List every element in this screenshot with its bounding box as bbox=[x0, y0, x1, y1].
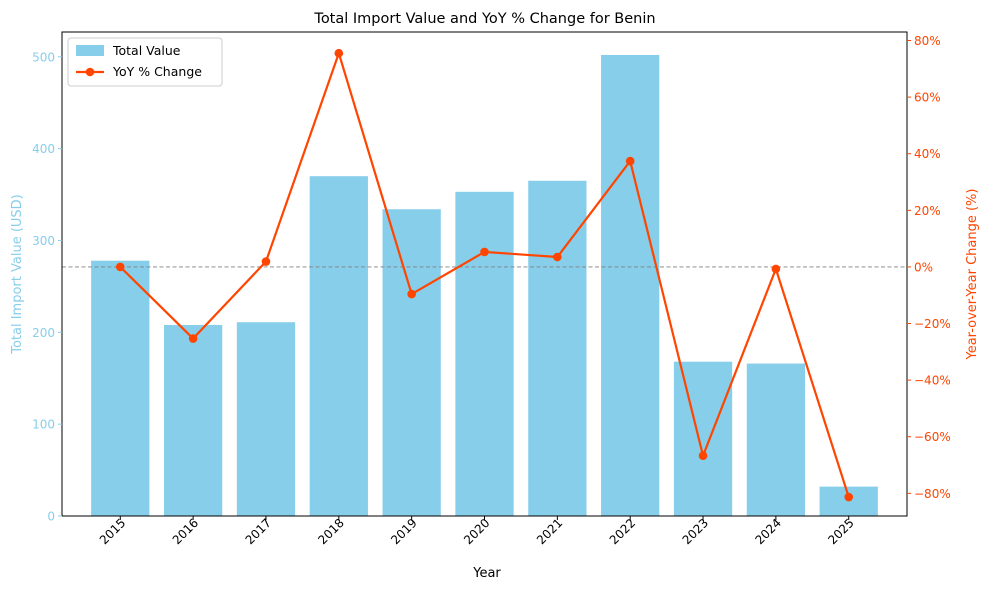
yoy-point-2018 bbox=[334, 48, 344, 58]
legend-label-yoy: YoY % Change bbox=[112, 64, 202, 79]
x-tick-label-2023: 2023 bbox=[680, 516, 711, 547]
bar-2024 bbox=[746, 363, 806, 516]
x-tick-label-2022: 2022 bbox=[607, 516, 638, 547]
x-tick-label-2019: 2019 bbox=[388, 516, 419, 547]
yoy-point-2019 bbox=[407, 289, 416, 299]
y-tick-label-500: 500 bbox=[32, 50, 55, 64]
x-tick-label-2020: 2020 bbox=[461, 516, 492, 547]
legend-label-total-value: Total Value bbox=[112, 43, 181, 58]
y2-tick-label-60: 60% bbox=[914, 91, 941, 105]
plot-area: 0 100 200 300 400 500 −80% −60% −40% −20% 0% 20% 40%… bbox=[32, 31, 951, 547]
y2-tick-label-0: 0% bbox=[914, 260, 933, 274]
yoy-point-2016 bbox=[188, 334, 198, 343]
bar-2021 bbox=[528, 180, 587, 516]
y2-tick-label-20: 20% bbox=[914, 204, 941, 218]
yoy-point-2024 bbox=[771, 264, 781, 274]
bar-2018 bbox=[309, 176, 368, 516]
bar-2017 bbox=[236, 322, 296, 516]
y-tick-label-100: 100 bbox=[32, 418, 55, 432]
x-tick-label-2017: 2017 bbox=[243, 516, 274, 547]
x-tick-label-2025: 2025 bbox=[825, 516, 856, 547]
bar-2022 bbox=[601, 54, 660, 517]
x-tick-label-2024: 2024 bbox=[752, 516, 783, 547]
x-tick-label-2016: 2016 bbox=[170, 516, 201, 547]
yoy-point-2017 bbox=[261, 257, 271, 266]
y2-tick-label--80: −80% bbox=[914, 487, 951, 501]
bar-2015 bbox=[91, 260, 150, 516]
x-axis-label: Year bbox=[472, 566, 501, 581]
legend-swatch-yoy-marker bbox=[85, 67, 95, 77]
y2-tick-label--60: −60% bbox=[914, 430, 951, 444]
bar-2023 bbox=[673, 361, 733, 516]
y2-tick-label--20: −20% bbox=[914, 317, 951, 331]
yoy-point-2020 bbox=[480, 247, 489, 257]
y-tick-label-300: 300 bbox=[32, 234, 55, 248]
y2-tick-label-80: 80% bbox=[914, 34, 941, 48]
x-tick-label-2018: 2018 bbox=[315, 516, 346, 547]
y-axis-label: Total Import Value (USD) bbox=[10, 194, 25, 355]
x-tick-label-2021: 2021 bbox=[534, 516, 565, 547]
legend-box bbox=[67, 37, 223, 87]
bar-2019 bbox=[382, 209, 441, 516]
y-tick-label-400: 400 bbox=[32, 142, 55, 156]
chart-title: Total Import Value and YoY % Change for … bbox=[313, 11, 655, 27]
y-tick-label-200: 200 bbox=[32, 326, 55, 340]
yoy-point-2021 bbox=[553, 252, 562, 262]
yoy-point-2015 bbox=[115, 262, 125, 272]
yoy-point-2025 bbox=[844, 492, 854, 502]
y-tick-label-0: 0 bbox=[47, 510, 55, 524]
x-tick-label-2015: 2015 bbox=[97, 516, 128, 547]
yoy-point-2023 bbox=[698, 451, 708, 461]
bar-2020 bbox=[455, 191, 514, 516]
bar-2016 bbox=[163, 324, 223, 516]
legend-swatch-total-value bbox=[76, 45, 104, 56]
y2-tick-label-40: 40% bbox=[914, 147, 941, 161]
y2-tick-label--40: −40% bbox=[914, 374, 951, 388]
yoy-point-2022 bbox=[625, 156, 635, 166]
y2-axis-label: Year-over-Year Change (%) bbox=[965, 189, 980, 361]
